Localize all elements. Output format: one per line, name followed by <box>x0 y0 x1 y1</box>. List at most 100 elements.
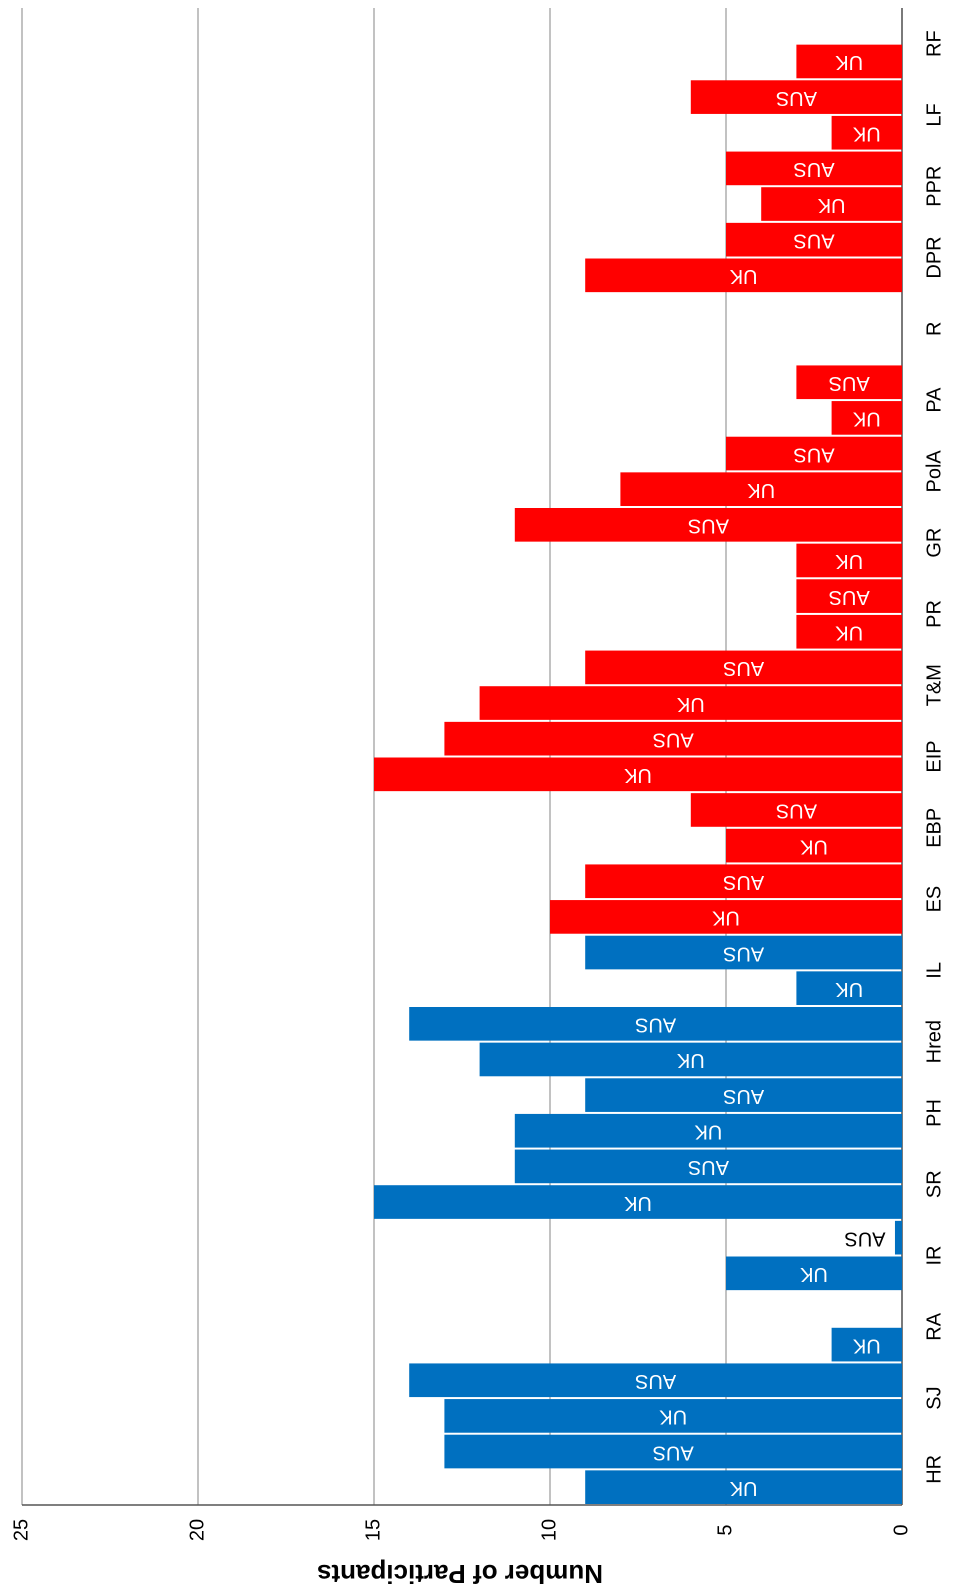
data-label: UK <box>799 1263 827 1285</box>
category-label: PR <box>923 600 945 628</box>
category-label: HR <box>923 1455 945 1484</box>
data-label: AUS <box>793 229 834 251</box>
category-label: PPR <box>923 166 945 207</box>
tick-label: 25 <box>10 1519 32 1541</box>
data-label: UK <box>852 408 880 430</box>
data-label: UK <box>817 194 845 216</box>
bar <box>726 151 902 186</box>
data-label: UK <box>694 1120 722 1142</box>
bar <box>690 80 902 114</box>
bar <box>479 1042 902 1077</box>
bar <box>374 1185 902 1219</box>
category-label: PA <box>923 387 945 413</box>
category-label: DPR <box>923 236 945 278</box>
tick-label: 5 <box>714 1524 736 1535</box>
data-label: AUS <box>688 1156 729 1178</box>
category-label: PH <box>923 1099 945 1127</box>
category-label: RF <box>923 30 945 57</box>
bar <box>796 579 902 613</box>
category-label: R <box>923 322 945 336</box>
data-label: UK <box>676 1049 704 1071</box>
bar <box>550 900 902 934</box>
data-label: UK <box>835 51 863 73</box>
category-label: T&M <box>923 664 945 706</box>
data-label: UK <box>623 764 651 786</box>
bar <box>796 543 902 578</box>
bar <box>620 472 902 506</box>
tick-label: 0 <box>890 1524 912 1535</box>
bar <box>444 1434 902 1469</box>
data-label: AUS <box>653 728 694 750</box>
data-label: UK <box>747 479 775 501</box>
data-label: UK <box>852 1334 880 1356</box>
tick-label: 10 <box>538 1519 560 1541</box>
data-label: AUS <box>793 158 834 180</box>
bar <box>831 1327 902 1362</box>
bar <box>796 614 902 649</box>
category-label: PolA <box>923 450 945 493</box>
data-label: UK <box>835 550 863 572</box>
bar <box>831 401 902 435</box>
bar <box>894 1220 902 1255</box>
data-label: UK <box>729 265 757 287</box>
data-label: AUS <box>829 372 870 394</box>
data-label: AUS <box>635 1370 676 1392</box>
bar <box>761 187 902 221</box>
bar <box>585 1078 902 1112</box>
tick-label: 15 <box>362 1519 384 1541</box>
category-label: SR <box>923 1170 945 1198</box>
category-label: RA <box>923 1312 945 1340</box>
bar <box>831 115 902 150</box>
data-label: UK <box>729 1477 757 1499</box>
category-label: SJ <box>923 1386 945 1409</box>
bar <box>585 258 902 293</box>
data-label: AUS <box>723 871 764 893</box>
data-label: AUS <box>723 942 764 964</box>
data-label: UK <box>623 1192 651 1214</box>
bar <box>514 1149 902 1184</box>
category-label: IR <box>923 1246 945 1266</box>
bar <box>726 1256 902 1291</box>
category-label: Hred <box>923 1020 945 1063</box>
bar <box>409 1363 902 1398</box>
category-label: ES <box>923 886 945 913</box>
data-label: UK <box>799 835 827 857</box>
bar <box>585 935 902 970</box>
data-label: UK <box>659 1406 687 1428</box>
category-label: GR <box>923 528 945 558</box>
bar <box>796 365 902 400</box>
bar <box>514 508 902 542</box>
data-label: AUS <box>793 443 834 465</box>
data-label: AUS <box>829 586 870 608</box>
data-label: AUS <box>635 1014 676 1036</box>
axis-title: Number of Participants <box>317 1559 603 1589</box>
bar <box>585 864 902 899</box>
data-label: AUS <box>776 800 817 822</box>
bar <box>726 222 902 257</box>
data-label: UK <box>676 693 704 715</box>
data-label: UK <box>835 621 863 643</box>
bar <box>796 971 902 1005</box>
data-label: UK <box>711 907 739 929</box>
bar <box>690 793 902 827</box>
bar <box>726 828 902 863</box>
data-label: UK <box>852 122 880 144</box>
bar <box>479 686 902 720</box>
data-label: AUS <box>844 1227 885 1249</box>
bar <box>585 650 902 685</box>
bar <box>726 436 902 471</box>
bar <box>409 1007 902 1041</box>
data-label: AUS <box>723 1085 764 1107</box>
category-label: IL <box>923 962 945 979</box>
bar <box>796 44 902 79</box>
data-label: AUS <box>688 515 729 537</box>
bar <box>444 1399 902 1433</box>
data-label: UK <box>835 978 863 1000</box>
category-label: EBP <box>923 808 945 848</box>
category-label: EIP <box>923 740 945 772</box>
data-label: AUS <box>723 657 764 679</box>
bar <box>585 1470 902 1504</box>
bar <box>444 721 902 756</box>
bar <box>374 757 902 792</box>
